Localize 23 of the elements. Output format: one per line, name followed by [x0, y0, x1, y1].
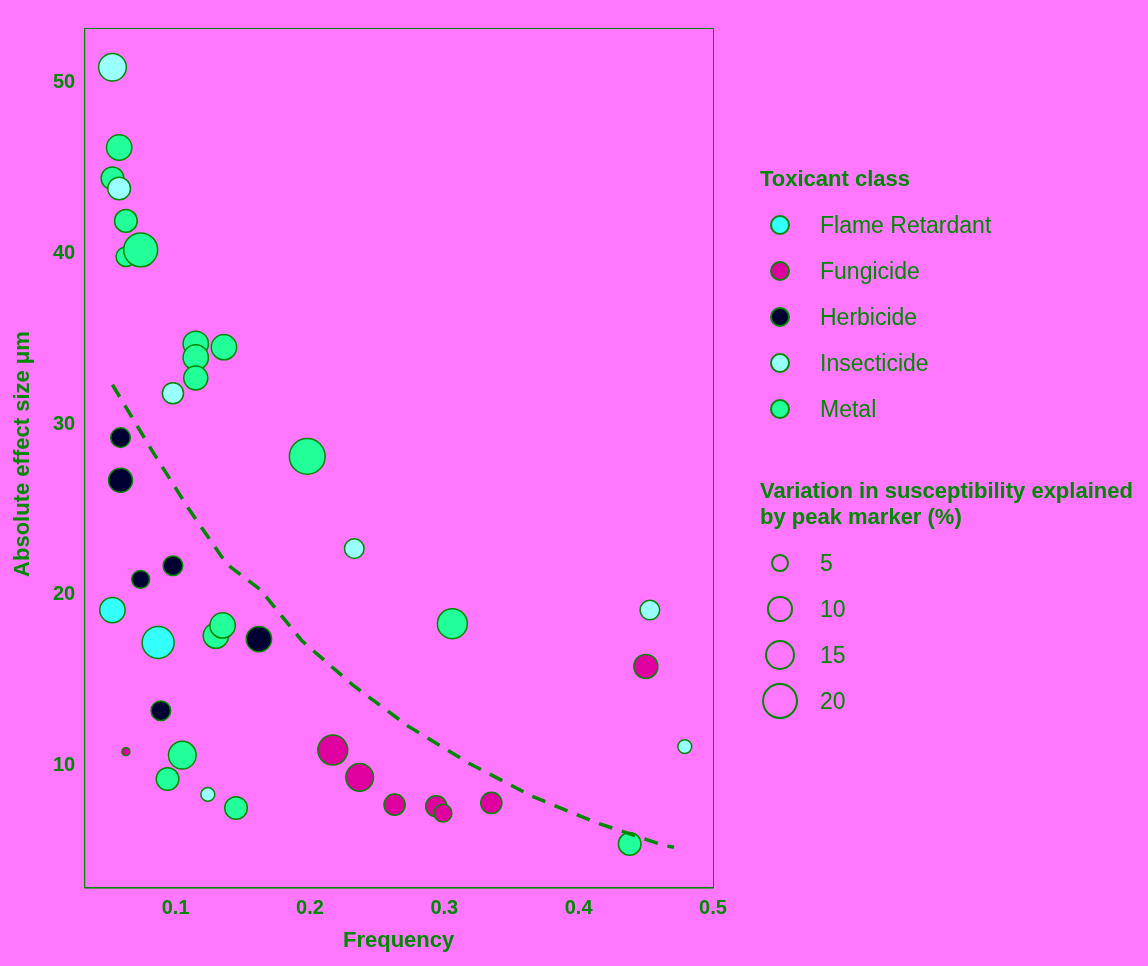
x-tick-label: 0.4	[564, 896, 594, 919]
y-tick-label: 50	[53, 70, 76, 93]
legend-label: Insecticide	[820, 349, 929, 377]
y-tick-label: 10	[53, 752, 76, 775]
y-tick-label: 20	[53, 582, 76, 605]
x-tick-label: 0.3	[430, 896, 459, 919]
legend-label: 20	[820, 687, 846, 715]
legend-label: Metal	[820, 395, 877, 423]
legend-title: Toxicant class	[760, 166, 911, 192]
text: Variation in susceptibility explained by peak marker (%)	[760, 478, 1134, 530]
legend-label: 10	[820, 595, 846, 623]
y-tick-label: 40	[53, 240, 76, 263]
y-tick-label: 30	[53, 411, 76, 434]
x-tick-label: 0.1	[161, 896, 190, 919]
x-tick-label: 0.2	[296, 896, 324, 919]
y-axis-title: Absolute effect size μm	[9, 331, 35, 577]
legend-label: Fungicide	[820, 257, 920, 285]
x-axis-title: Frequency	[342, 926, 456, 952]
legend-label: Herbicide	[820, 303, 918, 331]
legend-label: 15	[820, 641, 846, 669]
legend-label: 5	[820, 549, 833, 577]
legend-label: Flame Retardant	[820, 211, 992, 239]
x-tick-label: 0.5	[699, 896, 727, 919]
